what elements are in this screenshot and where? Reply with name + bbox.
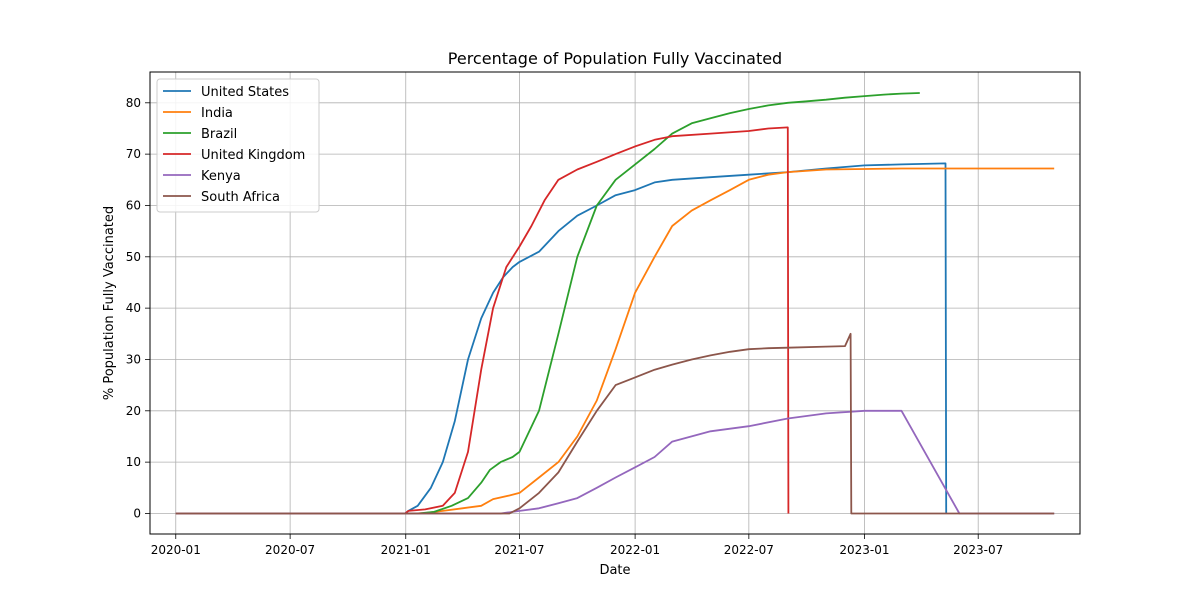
legend-label: South Africa xyxy=(201,190,280,205)
x-tick-label: 2020-01 xyxy=(151,543,201,557)
legend-label: Brazil xyxy=(201,127,237,142)
x-tick-label: 2023-01 xyxy=(839,543,889,557)
y-tick-label: 30 xyxy=(126,352,141,366)
legend: United States India Brazil United Kingdom Ke… xyxy=(156,78,320,213)
x-tick-label: 2021-01 xyxy=(381,543,431,557)
legend-label: United States xyxy=(201,85,289,100)
y-axis-label: % Population Fully Vaccinated xyxy=(102,206,117,400)
x-tick-label: 2020-07 xyxy=(265,543,315,557)
legend-box xyxy=(156,78,320,213)
x-tick-label: 2022-07 xyxy=(724,543,774,557)
series-line xyxy=(175,92,920,515)
y-tick-label: 10 xyxy=(126,455,141,469)
x-tick-label: 2023-07 xyxy=(953,543,1003,557)
y-tick-label: 60 xyxy=(126,198,141,212)
legend-label: Kenya xyxy=(201,169,241,184)
y-tick-label: 80 xyxy=(126,96,141,110)
x-tick-label: 2022-01 xyxy=(610,543,660,557)
y-tick-label: 20 xyxy=(126,404,141,418)
series-line xyxy=(175,332,1055,515)
y-tick-label: 0 xyxy=(133,506,141,520)
series-line xyxy=(175,126,790,515)
x-axis-label: Date xyxy=(599,563,630,578)
series-line xyxy=(175,409,1055,515)
legend-label: United Kingdom xyxy=(201,148,305,163)
y-axis-ticks: 0 10 20 30 40 50 60 70 80 xyxy=(126,96,150,520)
x-axis-ticks: 2020-01 2020-07 2021-01 2021-07 2022-01 2022-… xyxy=(151,534,1003,557)
legend-label: India xyxy=(201,106,233,121)
y-tick-label: 70 xyxy=(126,147,141,161)
chart-title: Percentage of Population Fully Vaccinate… xyxy=(448,49,782,68)
plot-lines xyxy=(175,92,1055,515)
series-line xyxy=(175,167,1055,515)
plot-frame xyxy=(149,71,1081,535)
y-tick-label: 50 xyxy=(126,250,141,264)
y-tick-label: 40 xyxy=(126,301,141,315)
x-tick-label: 2021-07 xyxy=(494,543,544,557)
